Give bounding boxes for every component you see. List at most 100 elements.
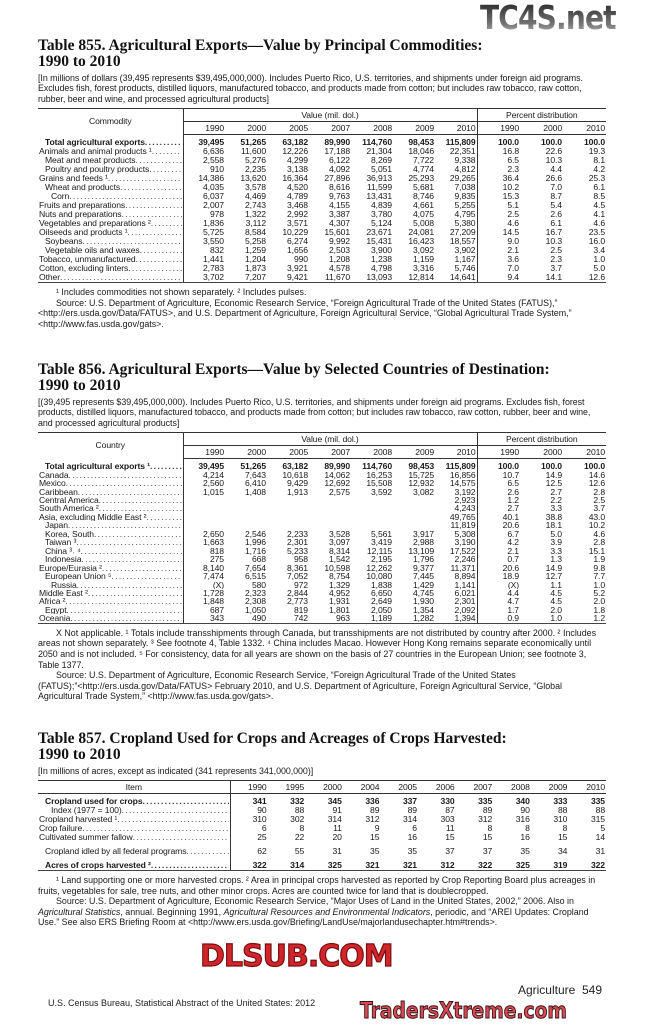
row-label: Africa ² xyxy=(39,597,66,606)
value-cell: 5,255 xyxy=(435,201,478,211)
value-cell: 6,037 xyxy=(202,192,224,202)
table-title: Table 855. Agricultural Exports—Value by… xyxy=(38,38,606,70)
value-cell: 8,269 xyxy=(370,156,392,166)
value-cell xyxy=(351,504,393,512)
value-cell: 114,760 xyxy=(362,137,392,148)
table-row: Egypt ..................................… xyxy=(38,605,606,615)
value-cell: 51,265 xyxy=(240,137,266,148)
dot-leader: ........................................… xyxy=(117,815,228,825)
row-label: Japan xyxy=(45,521,68,530)
value-cell: 11,819 xyxy=(435,521,478,530)
row-label: Crop failure xyxy=(39,824,83,834)
percent-cell: 4.2 xyxy=(593,165,606,175)
value-cell: 6,636 xyxy=(202,147,224,157)
value-cell: 8 xyxy=(487,824,493,834)
year-header: 2004 xyxy=(342,780,381,795)
percent-cell: 6.7 xyxy=(507,529,519,539)
percent-cell: 3.6 xyxy=(507,255,519,265)
dot-leader: ........................................… xyxy=(149,165,181,175)
percent-cell: 4.5 xyxy=(550,597,562,606)
dot-leader: ........................................… xyxy=(151,147,182,157)
row-label: Grains and feeds ¹ xyxy=(39,174,108,184)
row-label: Egypt xyxy=(45,605,67,615)
value-cell: 1,996 xyxy=(244,538,266,547)
table-row: Vegetables and preparations ² ..........… xyxy=(38,219,606,229)
percent-cell: 5.0 xyxy=(593,264,606,274)
percent-year-header: 2010 xyxy=(563,121,607,136)
table-footnotes: ¹ Land supporting one or more harvested … xyxy=(38,875,606,928)
percent-cell: 38.8 xyxy=(545,512,562,522)
percent-cell: 100.0 xyxy=(584,137,606,148)
footnote-text: Agricultural Resources and Environmental… xyxy=(223,906,431,917)
value-cell: 34 xyxy=(558,846,568,857)
value-cell: 490 xyxy=(225,614,267,624)
value-cell: 3,192 xyxy=(435,487,478,497)
value-cell: 2,923 xyxy=(435,496,478,505)
value-cell: 51,265 xyxy=(240,461,266,471)
dot-leader: ........................................… xyxy=(69,192,181,202)
row-label: Poultry and poultry products xyxy=(45,165,150,175)
value-cell: 9,377 xyxy=(412,563,434,573)
table-row: Mexico .................................… xyxy=(38,479,606,488)
value-cell: 2,844 xyxy=(286,589,308,598)
value-cell: 1,931 xyxy=(328,597,350,606)
value-cell: 11,599 xyxy=(366,183,392,193)
value-cell: 10,618 xyxy=(282,470,308,480)
value-cell: 4,795 xyxy=(435,210,478,220)
value-cell: 2,233 xyxy=(286,529,308,539)
dot-leader: ........................................… xyxy=(107,174,182,184)
value-cell: 321 xyxy=(342,856,381,871)
value-cell: 4,307 xyxy=(328,219,350,229)
row-label: Central America xyxy=(39,496,99,505)
value-cell: 330 xyxy=(440,796,455,807)
value-cell: 2,246 xyxy=(435,555,478,564)
value-cell: 2,743 xyxy=(244,201,266,211)
percent-cell: 2.7 xyxy=(507,504,519,513)
value-cell: 3,138 xyxy=(286,165,308,175)
value-cell: 9,421 xyxy=(267,273,309,284)
footnote-text: ¹ Includes commodities not shown separat… xyxy=(56,287,307,298)
value-cell: 4,661 xyxy=(412,201,434,211)
source-note: Source: U.S. Department of Agriculture, … xyxy=(38,298,606,330)
value-cell: 2,558 xyxy=(202,156,224,166)
dot-leader: ........................................… xyxy=(82,237,182,247)
row-label: Russia xyxy=(51,580,77,590)
value-cell: 15,725 xyxy=(408,470,434,480)
percent-cell: 12.6 xyxy=(563,273,607,284)
percent-cell: 100.0 xyxy=(584,461,606,471)
value-cell: 302 xyxy=(290,815,305,825)
value-cell: 312 xyxy=(365,815,380,825)
value-cell: 1,441 xyxy=(202,255,224,265)
row-label-cell: Middle East ² ..........................… xyxy=(38,589,184,598)
table-title-years: 1990 to 2010 xyxy=(38,377,121,394)
percent-year-header: 2000 xyxy=(520,445,563,460)
percent-cell: 0.9 xyxy=(477,614,520,624)
value-cell: 7,207 xyxy=(225,273,267,284)
value-cell: 9,338 xyxy=(435,156,478,166)
percent-cell: 10.3 xyxy=(545,156,562,166)
watermark-dlsub: DLSUB.COM xyxy=(199,939,394,974)
percent-cell: (X) xyxy=(507,580,519,590)
percent-cell: 7.0 xyxy=(507,264,519,274)
value-cell: 3,097 xyxy=(328,538,350,547)
value-cell: 17,188 xyxy=(324,147,350,157)
row-label: Europe/Eurasia ² xyxy=(39,563,102,573)
percent-cell: 2.1 xyxy=(507,546,519,556)
value-cell: 87 xyxy=(445,806,455,816)
value-cell xyxy=(183,504,225,512)
value-cell: 3,387 xyxy=(328,210,350,220)
value-cell: 1,542 xyxy=(328,555,350,564)
dot-leader: ........................................… xyxy=(82,824,229,834)
value-cell: 3,921 xyxy=(286,264,308,274)
percent-cell: 1.7 xyxy=(507,605,519,615)
row-label-cell: Oilseeds and products ¹ ................… xyxy=(38,228,184,238)
year-header: 2007 xyxy=(309,445,351,460)
header-row: Commodity Value (mil. dol.) Percent distri… xyxy=(38,108,607,135)
row-label-cell: Indonesia ..............................… xyxy=(38,555,184,564)
table-row: Crop failure ...........................… xyxy=(38,824,606,834)
dot-leader: ........................................… xyxy=(65,597,181,606)
value-cell: 22 xyxy=(294,833,305,843)
table-856-section: Table 856. Agricultural Exports—Value by… xyxy=(38,362,607,702)
percent-cell: 23.5 xyxy=(588,228,606,238)
value-cell: 2,783 xyxy=(202,264,224,274)
